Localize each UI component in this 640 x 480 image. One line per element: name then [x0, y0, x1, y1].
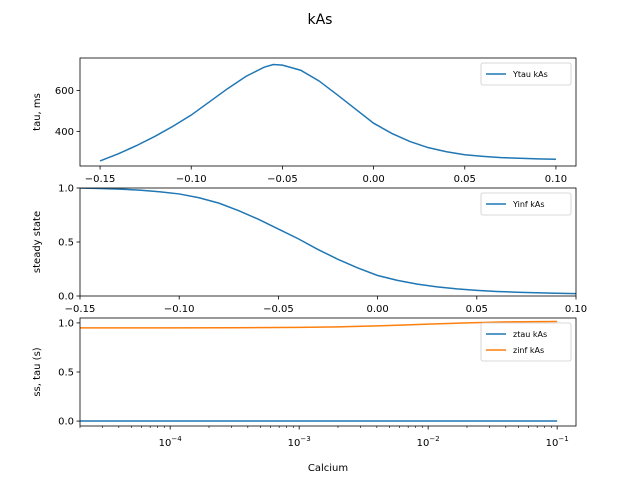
x-tick-label: 10−4 — [159, 435, 183, 449]
y-tick-label: 0.5 — [58, 238, 74, 249]
legend: ztau kAs zinf kAs — [480, 322, 572, 362]
x-tick-label: −0.10 — [164, 304, 195, 315]
series-line-2 — [80, 320, 558, 329]
axes-frame — [79, 57, 577, 167]
y-tick-label: 400 — [55, 127, 74, 138]
legend: Yinf kAs — [480, 192, 572, 216]
legend-entry: Ytau kAs — [512, 70, 548, 79]
x-tick-label: 0.10 — [565, 304, 587, 315]
y-tick-label: 1.0 — [58, 318, 74, 329]
subplot-1: −0.15 −0.10 −0.05 0.00 0.05 0.10 400 600 tau, ms… — [32, 57, 577, 185]
legend-entry: ztau kAs — [513, 330, 547, 339]
x-tick-label: −0.15 — [65, 304, 96, 315]
x-tick-label: 10−3 — [288, 435, 311, 449]
x-tick-label: 10−2 — [417, 435, 440, 449]
legend: Ytau kAs — [480, 62, 572, 86]
legend-box — [480, 322, 572, 362]
legend-entry: Yinf kAs — [512, 200, 545, 209]
x-tick-label: −0.05 — [263, 304, 294, 315]
legend-entry: zinf kAs — [513, 346, 544, 355]
figure-title: kAs — [308, 12, 333, 28]
legend-box — [480, 192, 572, 216]
series-line-1 — [80, 188, 576, 295]
y-axis-label: steady state — [32, 211, 43, 273]
subplot-3: 10−4 10−3 10−2 10−1 0.0 0.5 1.0 ss, tau (s) Calc… — [32, 317, 577, 474]
y-axis-label: ss, tau (s) — [32, 347, 43, 396]
x-tick-label: −0.05 — [267, 174, 298, 185]
x-tick-label: −0.15 — [85, 174, 116, 185]
y-tick-label: 0.5 — [58, 368, 74, 379]
x-tick-label: 10−1 — [546, 435, 569, 449]
x-tick-label: −0.10 — [176, 174, 207, 185]
x-tick-label: 0.10 — [545, 174, 567, 185]
y-tick-label: 0.0 — [58, 292, 74, 303]
subplot-2: −0.15 −0.10 −0.05 0.00 0.05 0.10 0.0 0.5 1.0 stea… — [32, 184, 587, 316]
x-tick-label: 0.05 — [454, 174, 476, 185]
legend-box — [480, 62, 572, 86]
series-line-1 — [99, 63, 556, 162]
x-tick-label: 0.05 — [466, 304, 488, 315]
y-tick-label: 0.0 — [58, 417, 74, 428]
y-axis-label: tau, ms — [32, 93, 43, 131]
x-axis-label: Calcium — [308, 463, 348, 474]
y-tick-label: 1.0 — [58, 184, 74, 195]
x-tick-label: 0.00 — [362, 174, 384, 185]
x-tick-label: 0.00 — [366, 304, 388, 315]
y-tick-label: 600 — [55, 86, 74, 97]
